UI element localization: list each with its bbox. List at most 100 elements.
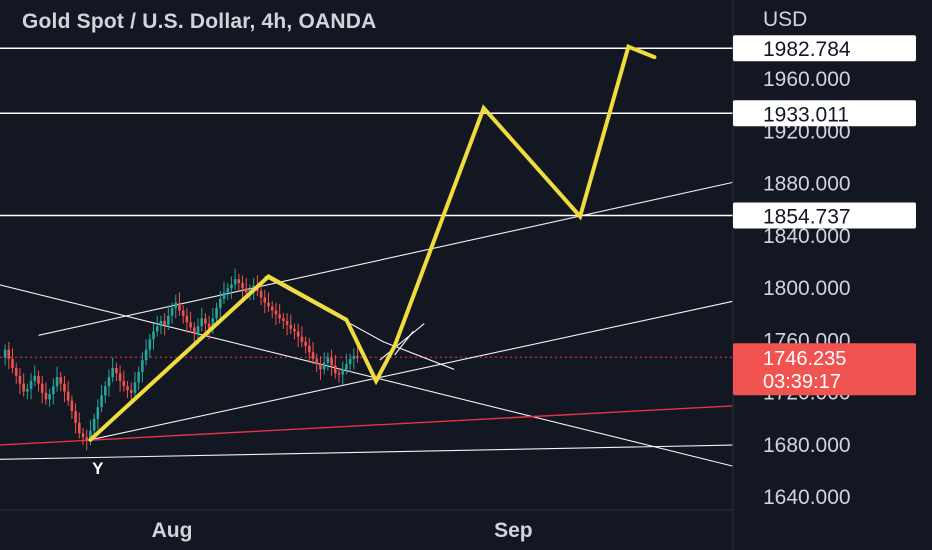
- candle: [155, 315, 159, 337]
- candle: [270, 301, 274, 319]
- trendlines: [0, 181, 733, 467]
- candle: [345, 353, 348, 375]
- candle: [59, 371, 63, 392]
- candle-body: [315, 358, 319, 365]
- candle-body: [304, 341, 307, 346]
- candle-body: [18, 375, 22, 384]
- candle: [356, 345, 359, 363]
- candle-body: [282, 318, 285, 321]
- candle-body: [348, 358, 352, 365]
- candle-body: [308, 345, 311, 353]
- candle-body: [330, 357, 333, 366]
- candle-body: [341, 369, 345, 375]
- candle: [185, 307, 189, 333]
- candle: [181, 305, 185, 324]
- candle: [330, 349, 333, 376]
- candle-body: [63, 383, 66, 392]
- candle: [300, 326, 304, 348]
- candle-body: [204, 318, 207, 324]
- level-price-tag-box: [733, 35, 916, 62]
- candle-body: [48, 394, 51, 400]
- candle: [207, 315, 211, 340]
- level-price-tag: 1854.737: [733, 202, 916, 229]
- trendline-2: [38, 181, 733, 336]
- candle: [237, 273, 241, 291]
- level-labels: Y 1982.784 1933.011 1854.737 1746.23503:39:1…: [92, 35, 916, 478]
- candle: [115, 362, 118, 382]
- candle: [137, 366, 140, 391]
- candles: [3, 268, 359, 451]
- candle-body: [207, 323, 211, 329]
- candle: [352, 348, 356, 370]
- candle-body: [52, 386, 55, 395]
- candle: [204, 313, 207, 332]
- current-price-countdown: 03:39:17: [763, 371, 841, 393]
- level-price-tag-text: 1854.737: [763, 205, 851, 228]
- candle: [107, 369, 111, 397]
- candle-body: [181, 310, 185, 316]
- candle: [230, 276, 233, 299]
- candle: [63, 375, 66, 402]
- candle: [40, 375, 44, 404]
- candle-body: [233, 279, 237, 285]
- candle-body: [289, 324, 293, 329]
- annotation-label: Y: [92, 459, 104, 478]
- candle: [111, 357, 114, 383]
- candle-body: [352, 356, 356, 359]
- y-tick-label: 1640.000: [763, 486, 851, 509]
- candle-body: [270, 306, 274, 311]
- candle-body: [244, 288, 248, 293]
- candle-body: [26, 388, 29, 392]
- candle-body: [129, 390, 133, 393]
- level-price-tag-box: [733, 100, 916, 127]
- candle-body: [345, 364, 348, 370]
- candle: [118, 365, 122, 392]
- level-price-tag: 1982.784: [733, 35, 916, 62]
- candle: [18, 367, 22, 395]
- candle-body: [222, 292, 226, 299]
- candle: [263, 289, 267, 314]
- candle: [189, 311, 192, 333]
- y-tick-label: 1840.000: [763, 225, 851, 248]
- candle: [222, 281, 226, 304]
- candle: [226, 283, 229, 301]
- candle: [100, 384, 103, 413]
- candle-body: [55, 377, 59, 387]
- candle: [33, 365, 37, 387]
- candle-body: [211, 318, 215, 329]
- candle: [259, 285, 263, 306]
- candle: [285, 313, 289, 336]
- candle: [74, 403, 77, 434]
- candle-body: [326, 357, 330, 363]
- candle-body: [148, 339, 152, 350]
- candle-body: [33, 375, 37, 382]
- candle: [244, 277, 248, 298]
- candle: [178, 292, 181, 316]
- candle-body: [185, 315, 189, 323]
- candle: [326, 352, 330, 371]
- candle: [348, 353, 352, 372]
- candle-body: [300, 336, 304, 342]
- candle-body: [14, 367, 18, 376]
- candle-body: [96, 407, 100, 419]
- candle: [14, 362, 18, 384]
- candle-body: [133, 382, 137, 393]
- candle-body: [155, 326, 159, 332]
- candle: [274, 302, 278, 325]
- candle-body: [200, 318, 204, 327]
- candle: [66, 381, 70, 406]
- candle: [96, 399, 100, 430]
- current-price-value: 1746.235: [763, 348, 846, 370]
- level-price-tag-text: 1982.784: [763, 38, 851, 61]
- candle: [159, 315, 163, 335]
- chart-title: Gold Spot / U.S. Dollar, 4h, OANDA: [22, 10, 377, 33]
- candle-body: [174, 302, 178, 308]
- candle-body: [70, 400, 74, 412]
- candle: [29, 373, 33, 400]
- candle-body: [193, 327, 196, 335]
- candle: [333, 354, 337, 379]
- candle-body: [74, 411, 77, 423]
